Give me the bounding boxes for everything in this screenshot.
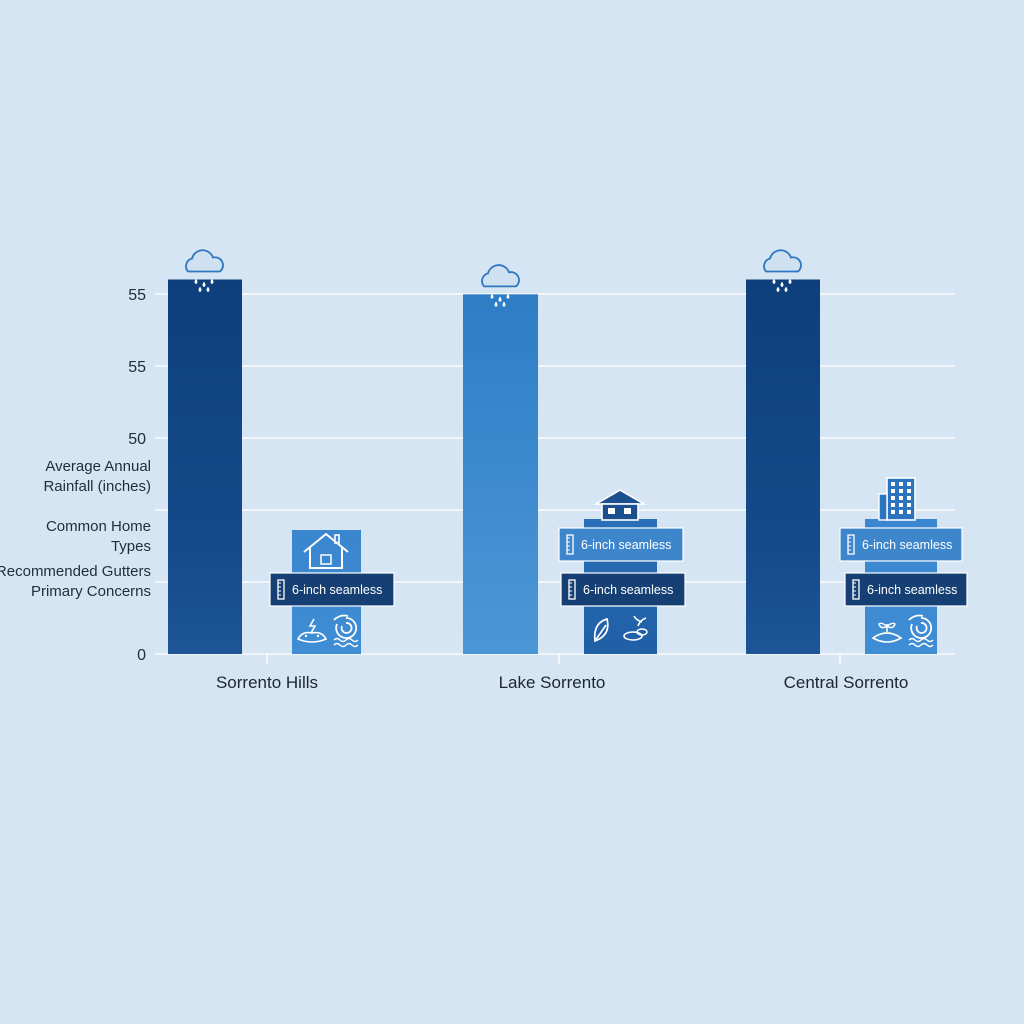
gutter-recommendation-box: 6-inch seamless — [269, 572, 395, 607]
rainfall-bar — [746, 279, 820, 654]
y-tick-label: 55 — [128, 287, 146, 304]
rainfall-bar — [463, 294, 538, 654]
gutter-label: 6-inch seamless — [583, 583, 673, 597]
rain-cloud-icon — [185, 249, 224, 293]
hurricane-icon — [333, 614, 359, 648]
ruler-icon — [852, 579, 860, 600]
apartment-building-icon — [878, 477, 916, 521]
ruler-icon — [847, 534, 855, 555]
gutter-recommendation-box: 6-inch seamless — [839, 527, 963, 562]
y-tick-label: 0 — [137, 647, 146, 664]
rainfall-bar — [168, 279, 242, 654]
y-axis-label: Recommended Gutters — [0, 563, 151, 580]
y-tick-labels: 55 55 50 0 — [128, 287, 146, 664]
ruler-icon — [566, 534, 574, 555]
home-info-panel: 6-inch seamless 6-inch seamless — [839, 477, 968, 654]
y-axis-label: Primary Concerns — [31, 583, 151, 600]
ruler-icon — [568, 579, 576, 600]
storm-damage-icon — [296, 618, 328, 643]
category-label: Lake Sorrento — [499, 673, 606, 692]
y-tick-label: 50 — [128, 431, 146, 448]
gutter-label: 6-inch seamless — [581, 538, 671, 552]
gutter-recommendation-box: 6-inch seamless — [558, 527, 684, 562]
leaf-debris-icon — [593, 617, 609, 643]
rain-cloud-icon — [763, 249, 802, 293]
category-label: Sorrento Hills — [216, 673, 318, 692]
y-axis-labels: Average Annual Rainfall (inches) Common Ho… — [0, 458, 151, 600]
y-tick-label: 55 — [128, 359, 146, 376]
gutter-label: 6-inch seamless — [292, 583, 382, 597]
ruler-icon — [277, 579, 285, 600]
gutter-recommendation-box: 6-inch seamless — [844, 572, 968, 607]
root-debris-icon — [623, 615, 648, 641]
erosion-icon — [871, 622, 903, 643]
home-info-panel: 6-inch seamless 6-inch seamless — [558, 489, 686, 654]
y-axis-label: Common Home Types — [46, 518, 151, 555]
bars — [168, 249, 820, 654]
category-label: Central Sorrento — [784, 673, 909, 692]
gutter-recommendation-box: 6-inch seamless — [560, 572, 686, 607]
y-axis-label: Average Annual Rainfall (inches) — [43, 458, 151, 495]
gutter-label: 6-inch seamless — [862, 538, 952, 552]
category-labels: Sorrento Hills Lake Sorrento Central Sorre… — [216, 673, 908, 692]
hurricane-icon — [908, 614, 934, 648]
single-family-house-icon — [593, 489, 647, 521]
home-info-panel: 6-inch seamless — [269, 530, 395, 654]
single-family-house-icon — [303, 532, 349, 569]
rain-cloud-icon — [481, 264, 520, 307]
gutter-label: 6-inch seamless — [867, 583, 957, 597]
